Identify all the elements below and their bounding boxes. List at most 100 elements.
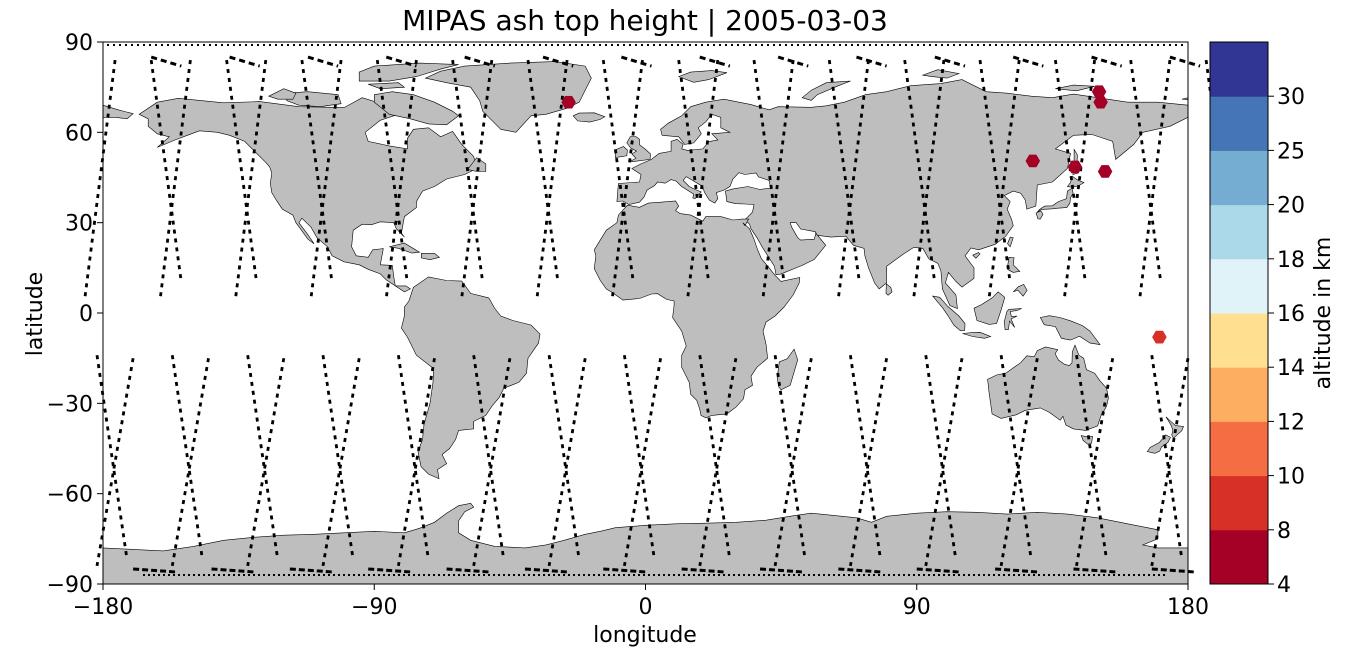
colorbar-segment xyxy=(1210,258,1268,314)
land-hainan xyxy=(972,252,981,259)
land-banks xyxy=(268,88,297,100)
orbit-track xyxy=(234,59,268,299)
x-tick-label: −90 xyxy=(351,595,397,620)
orbit-track xyxy=(924,354,958,561)
orbit-segment-south xyxy=(603,567,646,574)
land-greenland xyxy=(424,61,592,133)
map-title: MIPAS ash top height | 2005-03-03 xyxy=(402,4,888,37)
orbit-track xyxy=(999,354,1033,561)
land-victoria xyxy=(286,91,342,108)
ash-marker xyxy=(1067,160,1083,174)
orbit-track xyxy=(623,354,656,561)
colorbar-tick-label: 14 xyxy=(1277,356,1305,381)
orbit-segment-north xyxy=(1169,55,1201,68)
orbit-segment-north xyxy=(150,55,182,68)
orbit-segment-north xyxy=(856,55,888,68)
colorbar-tick-label: 25 xyxy=(1277,139,1305,164)
orbit-segment-south xyxy=(211,567,254,574)
y-axis-ticks: 90 60 30 0 −30 −60 −90 xyxy=(47,31,103,598)
orbit-segment-north xyxy=(542,55,574,68)
orbit-track xyxy=(827,59,861,284)
y-axis-label: latitude xyxy=(23,272,48,356)
orbit-segment-north xyxy=(1012,55,1044,68)
y-tick-label: 90 xyxy=(65,31,93,56)
orbit-track xyxy=(535,59,569,299)
land-japan-honshu xyxy=(1037,187,1074,213)
orbit-track xyxy=(903,59,937,284)
land-new-guinea xyxy=(1039,315,1101,346)
colorbar-segment xyxy=(1210,42,1268,97)
land-svalbard xyxy=(677,70,728,83)
orbit-segment-south xyxy=(289,567,333,574)
orbit-segment-north xyxy=(934,55,966,68)
colorbar-label: altitude in km xyxy=(1311,237,1336,390)
orbit-segment-north xyxy=(1091,55,1123,68)
orbit-track xyxy=(677,59,711,284)
colorbar-segment xyxy=(1210,96,1268,151)
land-baffin xyxy=(374,91,460,126)
land-borneo xyxy=(973,291,1006,325)
land-madagascar xyxy=(776,348,799,391)
orbit-segment-south xyxy=(524,567,568,574)
colorbar-ticks: 4 8 10 12 14 16 18 20 25 30 xyxy=(1268,85,1305,598)
land-new-zealand-north xyxy=(1165,416,1184,439)
y-tick-label: 30 xyxy=(65,212,93,237)
land-ellesmere xyxy=(358,62,459,82)
land-newfoundland xyxy=(467,157,487,172)
land-taiwan xyxy=(1007,236,1014,248)
orbit-track xyxy=(752,59,786,284)
orbit-track xyxy=(158,59,192,299)
land-cuba xyxy=(389,242,421,254)
colorbar-tick-label: 30 xyxy=(1277,85,1305,110)
colorbar-tick-label: 20 xyxy=(1277,194,1305,219)
colorbar-tick-label: 4 xyxy=(1277,573,1291,598)
orbit-segment-south xyxy=(368,567,411,574)
land-new-siberian xyxy=(1055,84,1095,92)
y-tick-label: −60 xyxy=(47,483,93,508)
orbit-track xyxy=(987,59,1021,299)
ash-marker xyxy=(1097,165,1113,178)
orbit-track xyxy=(83,59,117,299)
colorbar-segment xyxy=(1210,529,1268,585)
orbit-track xyxy=(1054,59,1087,284)
colorbar: 4 8 10 12 14 16 18 20 25 30 altitude in km xyxy=(1209,41,1336,598)
orbit-segment-north xyxy=(307,55,339,68)
orbit-track xyxy=(472,354,506,561)
orbit-track xyxy=(309,59,343,299)
orbit-segment-north xyxy=(699,55,731,68)
colorbar-tick-label: 12 xyxy=(1277,410,1305,435)
x-tick-label: 90 xyxy=(903,595,931,620)
orbit-track xyxy=(698,354,732,561)
ash-detections xyxy=(561,85,1167,344)
orbit-track xyxy=(601,59,635,284)
land-eurasia xyxy=(616,79,1189,309)
land-philippines-mindanao xyxy=(1012,284,1028,297)
orbit-track xyxy=(321,354,355,561)
orbit-track xyxy=(95,354,129,561)
orbit-track xyxy=(526,59,560,284)
colorbar-segment xyxy=(1210,475,1268,531)
orbit-segment-north xyxy=(229,55,261,68)
orbit-track xyxy=(773,354,807,561)
land-sri-lanka xyxy=(885,283,893,296)
orbit-track xyxy=(849,354,882,561)
orbit-track xyxy=(170,354,204,561)
land-sulawesi xyxy=(1003,308,1022,330)
colorbar-segment xyxy=(1210,150,1268,206)
ash-marker xyxy=(1152,330,1167,344)
orbit-segment-south xyxy=(838,567,881,574)
orbit-track xyxy=(384,59,418,299)
colorbar-segment xyxy=(1210,313,1268,368)
land-devon xyxy=(368,82,406,90)
ash-marker xyxy=(1025,154,1041,168)
land-java xyxy=(962,331,992,339)
orbit-segment-south xyxy=(759,567,803,574)
orbit-track xyxy=(1129,59,1163,284)
land-kyushu xyxy=(1035,210,1044,220)
orbit-track xyxy=(149,59,183,284)
orbit-segment-south xyxy=(995,567,1038,574)
land-layer xyxy=(102,61,1189,585)
orbit-track xyxy=(300,59,334,284)
